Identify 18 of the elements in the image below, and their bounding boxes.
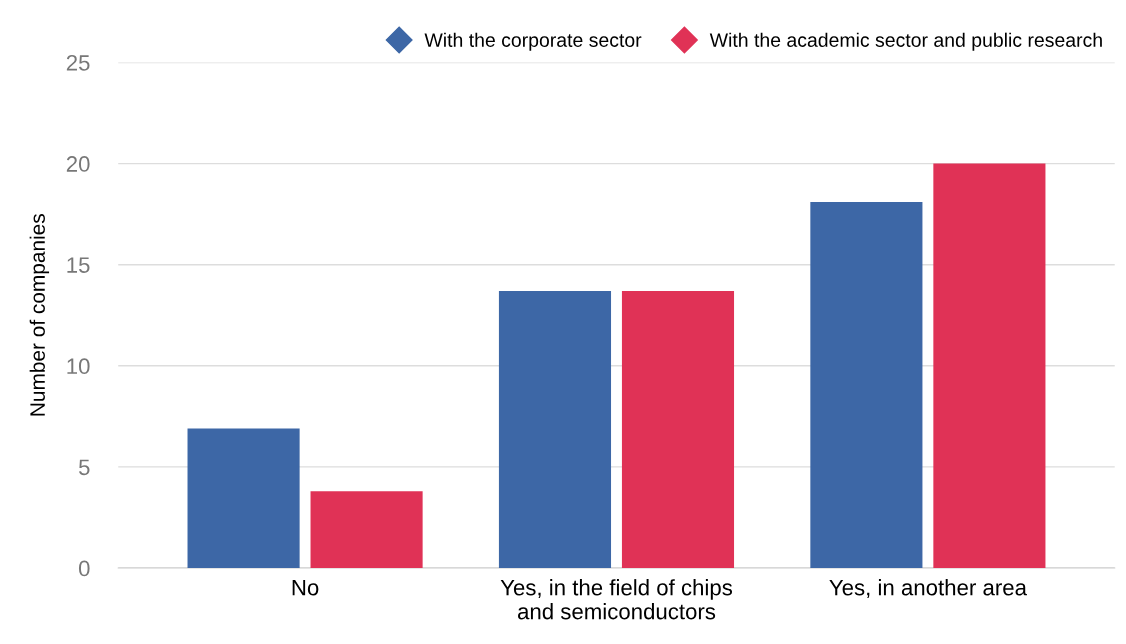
x-tick-label: Yes, in another area [829, 579, 1027, 599]
bar [933, 163, 1046, 569]
legend-label: With the academic sector and public research [709, 32, 1102, 51]
bar [621, 290, 735, 569]
bar [498, 290, 612, 569]
y-tick-label: 10 [67, 358, 90, 375]
bar [187, 428, 300, 569]
legend-label: With the corporate sector [424, 32, 642, 51]
y-tick-label: 25 [66, 55, 90, 71]
y-tick-label: 0 [78, 560, 90, 577]
x-tick-label: Yes, in the field of chips and semiconductors [500, 579, 733, 620]
x-tick-label: No [292, 579, 319, 596]
y-tick-label: 5 [78, 459, 90, 476]
bar [310, 491, 423, 569]
bar [810, 202, 923, 569]
y-axis-title: Number of companies [29, 214, 50, 416]
y-tick-label: 15 [67, 257, 90, 273]
y-tick-label: 20 [66, 156, 90, 172]
